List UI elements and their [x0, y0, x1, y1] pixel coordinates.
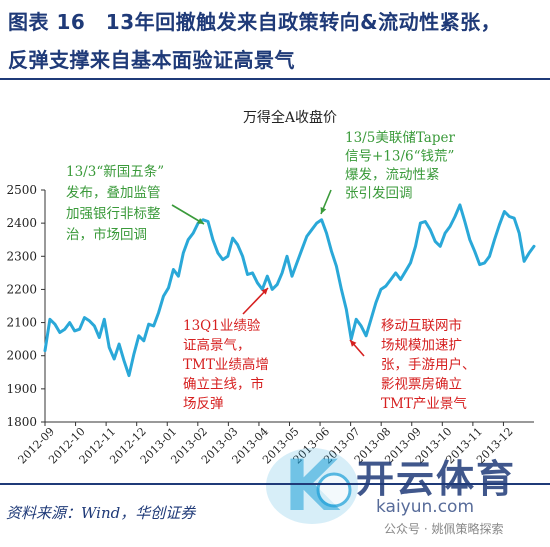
annotation-text: 场规模加速扩 [381, 338, 462, 354]
annotation-text: 信号+13/6“钱荒” [345, 149, 454, 165]
y-tick-label: 2400 [6, 216, 37, 230]
annotation-text: 影视票房确立 [381, 377, 462, 393]
figure-heading-line1: 图表 16 13年回撤触发来自政策转向&流动性紧张， [8, 10, 502, 34]
bottom-rule [0, 483, 550, 485]
annotation-text: 加强银行非标整 [66, 206, 161, 222]
annotation-text: 发布，叠加监管 [66, 185, 161, 201]
source-note: 资料来源：Wind，华创证券 [6, 504, 196, 522]
annotation-text: 13/3“新国五条” [66, 163, 164, 180]
series-line [43, 203, 536, 378]
y-tick-label: 2500 [6, 183, 37, 197]
arrow-to-mar-peak-head [197, 218, 204, 224]
annotation-text: 13/5美联储Taper [345, 130, 455, 146]
y-tick-label: 1800 [6, 415, 37, 429]
annotation-text: 场反弹 [183, 396, 224, 412]
annotation-text: 治，市场回调 [66, 226, 147, 243]
annotation-text: 移动互联网市 [381, 317, 462, 334]
annotation-text: TMT产业景气 [381, 396, 467, 412]
watermark-wechat: 公众号 · 姚佩策略探索 [384, 522, 504, 536]
annotation-text: 张，手游用户、 [381, 356, 476, 373]
watermark-brand: 开云体育 [356, 457, 517, 501]
watermark-url: kaiyun.com [376, 497, 475, 517]
figure-heading-line2: 反弹支撑来自基本面验证高景气 [8, 48, 295, 72]
y-tick-label: 1900 [6, 382, 37, 396]
top-rule [0, 78, 550, 80]
annotation-text: 证高景气， [183, 337, 251, 354]
arrow-to-may-rebound-head [261, 288, 268, 295]
y-tick-label: 2300 [6, 249, 37, 263]
y-tick-label: 2000 [6, 349, 37, 363]
annotation-text: TMT业绩高增 [183, 356, 269, 373]
arrow-to-jul-rebound-head [350, 340, 357, 347]
annotation-text: 13Q1业绩验 [183, 318, 261, 334]
y-tick-label: 2200 [6, 282, 37, 296]
soccer-ball-icon [316, 472, 352, 508]
annotation-text: 确立主线，市 [183, 376, 264, 393]
watermark-logo: K [262, 438, 362, 532]
annotation-text: 张引发回调 [345, 186, 413, 202]
chart-title: 万得全A收盘价 [243, 109, 337, 126]
arrow-to-jun-peak-head [320, 207, 327, 214]
y-tick-label: 2100 [6, 316, 37, 330]
annotation-text: 爆发，流动性紧 [345, 167, 440, 183]
